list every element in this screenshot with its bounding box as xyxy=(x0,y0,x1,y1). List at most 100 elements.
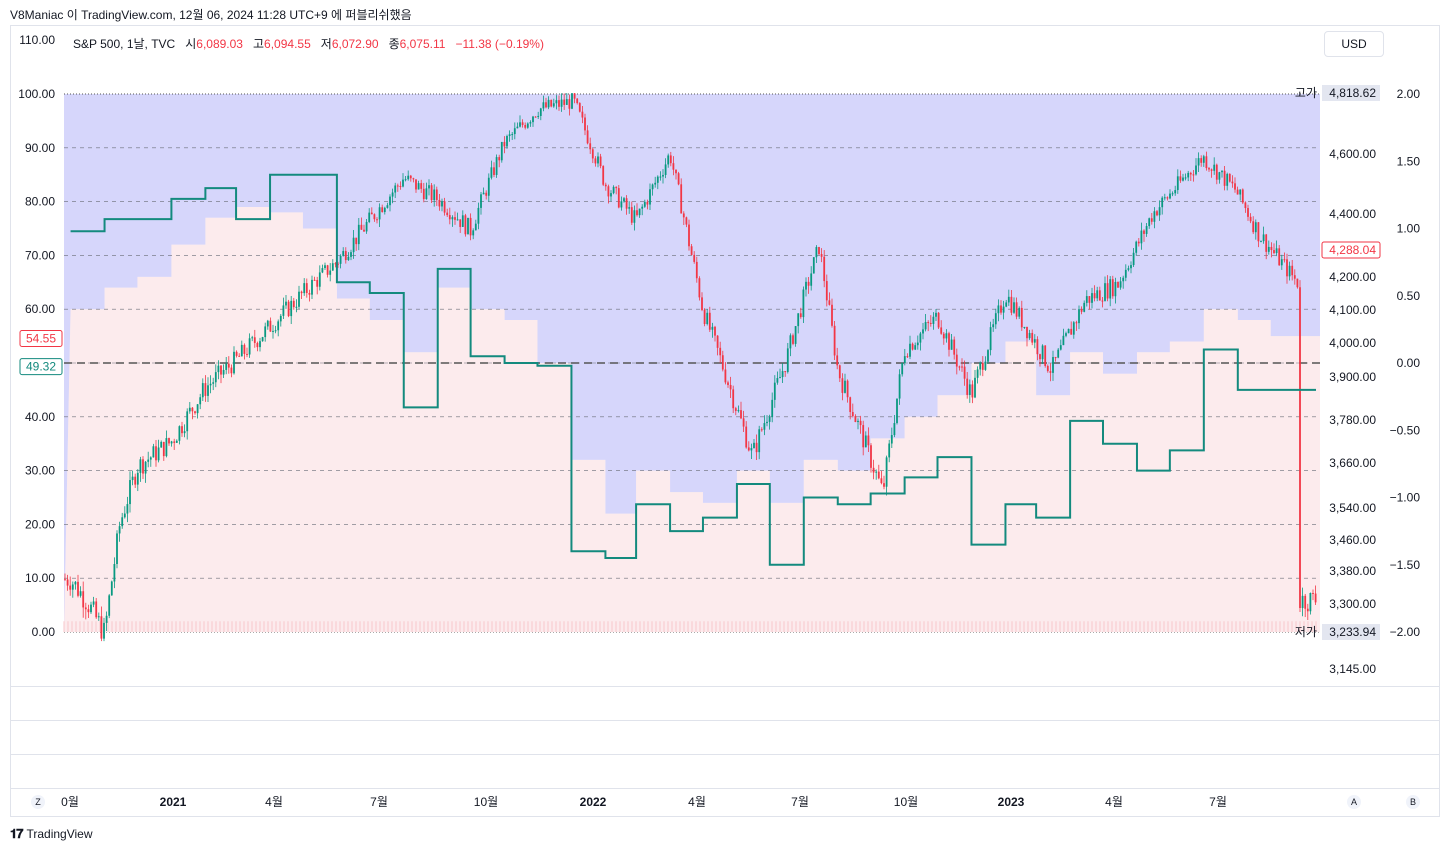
candle-body xyxy=(77,581,79,596)
candle-body xyxy=(1210,169,1213,171)
candle-body xyxy=(1052,357,1054,373)
candle-body xyxy=(1182,177,1184,181)
candle-body xyxy=(415,179,417,190)
candle-body xyxy=(87,609,90,613)
candle-body xyxy=(503,141,506,147)
candle-body xyxy=(958,366,961,368)
candle-body xyxy=(1270,246,1273,251)
candle-body xyxy=(360,224,363,230)
candle-body xyxy=(1153,211,1156,222)
price-axis-tick: 4,600.00 xyxy=(1329,147,1376,161)
grid xyxy=(64,147,1320,579)
price-axis-tick: 3,900.00 xyxy=(1329,370,1376,384)
brand-footer[interactable]: 𝟏𝟕 TradingView xyxy=(10,826,93,842)
candle-body xyxy=(929,322,932,324)
candle-body xyxy=(274,330,277,332)
candle-body xyxy=(451,217,454,220)
candle-body xyxy=(357,224,360,245)
candle-body xyxy=(261,337,264,342)
candle-body xyxy=(1018,307,1021,317)
pane-separator[interactable] xyxy=(10,754,1440,755)
candle-body xyxy=(233,351,235,374)
candle-body xyxy=(404,179,407,181)
candle-body xyxy=(487,177,490,196)
candle-body xyxy=(469,217,472,236)
candle-body xyxy=(1296,278,1299,288)
time-axis-label: 2021 xyxy=(160,795,187,809)
candle-body xyxy=(810,273,813,286)
candle-body xyxy=(1049,371,1052,373)
candle-body xyxy=(1137,241,1140,244)
candle-body xyxy=(807,281,810,286)
time-axis-label: 10월 xyxy=(474,795,498,809)
candle-body xyxy=(433,189,436,201)
candle-body xyxy=(789,335,792,349)
candle-body xyxy=(508,134,511,137)
candle-body xyxy=(1002,306,1005,313)
candle-body xyxy=(625,198,628,209)
candle-body xyxy=(750,448,753,451)
candle-body xyxy=(147,459,150,462)
candle-body xyxy=(308,292,311,295)
candle-body xyxy=(409,175,412,179)
candle-body xyxy=(90,604,92,613)
auto-scale-button[interactable]: A xyxy=(1347,795,1361,809)
candle-body xyxy=(277,321,280,331)
candle-body xyxy=(1046,365,1049,372)
candle-body xyxy=(300,291,303,294)
candle-body xyxy=(500,141,503,161)
candle-body xyxy=(950,339,953,350)
candle-body xyxy=(1184,177,1187,179)
candle-body xyxy=(1278,248,1281,266)
candle-body xyxy=(893,423,896,436)
candle-body xyxy=(183,431,186,434)
candle-body xyxy=(989,327,992,351)
candle-body xyxy=(313,279,316,281)
legend-high: 6,094.55 xyxy=(264,37,311,51)
b-button[interactable]: B xyxy=(1406,795,1420,809)
left-axis-tick: 30.00 xyxy=(25,464,55,478)
pane-separator[interactable] xyxy=(10,686,1440,687)
candle-body xyxy=(1275,248,1278,254)
candle-body xyxy=(883,483,885,487)
candle-body xyxy=(836,355,839,366)
left-axis-tick: 20.00 xyxy=(25,517,55,531)
candle-body xyxy=(220,365,222,375)
candle-body xyxy=(948,333,950,350)
candle-body xyxy=(623,198,625,202)
currency-button[interactable]: USD xyxy=(1324,31,1384,57)
candle-body xyxy=(539,108,542,116)
candle-body xyxy=(513,128,516,135)
candle-body xyxy=(768,417,771,422)
candle-body xyxy=(1000,305,1002,313)
candle-body xyxy=(846,380,849,398)
candle-body xyxy=(266,320,269,327)
chart-frame[interactable] xyxy=(10,25,1440,817)
candle-body xyxy=(126,504,129,514)
candle-body xyxy=(222,369,225,375)
candle-body xyxy=(1174,190,1177,194)
osc-axis-tick: 0.50 xyxy=(1397,289,1421,303)
candle-body xyxy=(1127,268,1130,270)
zoom-button[interactable]: Z xyxy=(31,795,45,809)
candle-body xyxy=(420,183,423,189)
candle-body xyxy=(290,300,293,317)
candle-body xyxy=(906,356,909,358)
candle-body xyxy=(628,207,631,209)
candle-body xyxy=(321,268,324,273)
candle-body xyxy=(240,344,243,357)
legend-low: 6,072.90 xyxy=(331,37,379,51)
price-axis-tick: 4,400.00 xyxy=(1329,207,1376,221)
candle-body xyxy=(342,251,345,256)
candle-body xyxy=(732,389,735,409)
last-price: 4,288.04 xyxy=(1329,243,1376,257)
candle-body xyxy=(867,435,870,446)
high-value: 4,818.62 xyxy=(1329,86,1376,100)
candle-body xyxy=(246,353,248,355)
candle-body xyxy=(259,341,261,348)
pane-separator[interactable] xyxy=(10,720,1440,721)
candle-body xyxy=(994,313,997,325)
candle-body xyxy=(763,423,766,430)
candle-body xyxy=(919,333,922,343)
